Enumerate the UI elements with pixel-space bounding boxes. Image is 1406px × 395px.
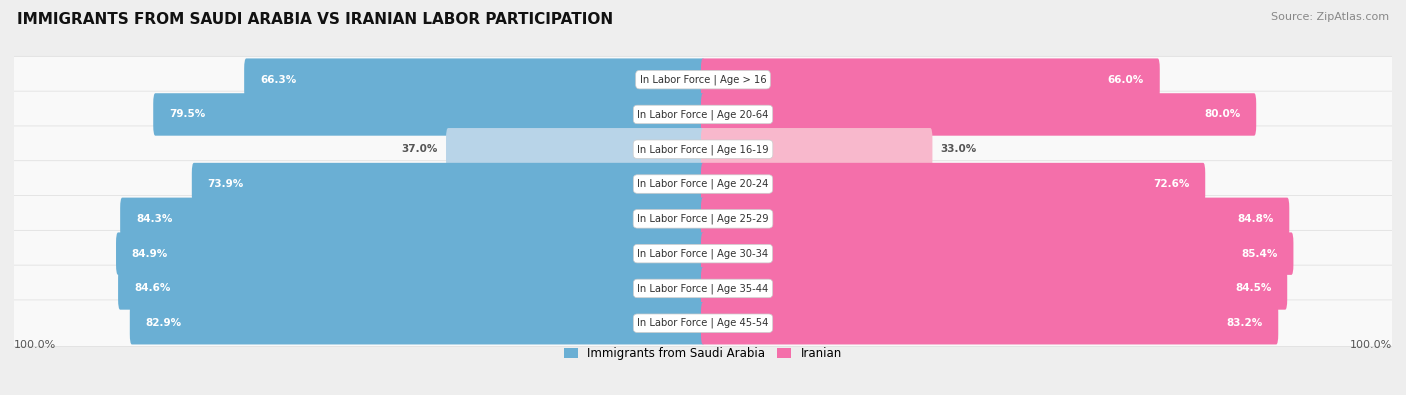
Text: 80.0%: 80.0% — [1204, 109, 1240, 119]
Text: In Labor Force | Age 45-54: In Labor Force | Age 45-54 — [637, 318, 769, 329]
FancyBboxPatch shape — [153, 93, 704, 136]
FancyBboxPatch shape — [702, 58, 1160, 101]
FancyBboxPatch shape — [120, 198, 704, 240]
Text: In Labor Force | Age 16-19: In Labor Force | Age 16-19 — [637, 144, 769, 154]
FancyBboxPatch shape — [118, 267, 704, 310]
Text: 73.9%: 73.9% — [208, 179, 243, 189]
FancyBboxPatch shape — [13, 265, 1393, 312]
Text: 79.5%: 79.5% — [169, 109, 205, 119]
FancyBboxPatch shape — [13, 300, 1393, 346]
Text: In Labor Force | Age > 16: In Labor Force | Age > 16 — [640, 74, 766, 85]
FancyBboxPatch shape — [13, 161, 1393, 207]
Text: 83.2%: 83.2% — [1226, 318, 1263, 328]
Text: In Labor Force | Age 20-64: In Labor Force | Age 20-64 — [637, 109, 769, 120]
FancyBboxPatch shape — [702, 302, 1278, 344]
FancyBboxPatch shape — [446, 128, 704, 171]
Text: 33.0%: 33.0% — [941, 144, 977, 154]
Text: 72.6%: 72.6% — [1153, 179, 1189, 189]
Legend: Immigrants from Saudi Arabia, Iranian: Immigrants from Saudi Arabia, Iranian — [560, 342, 846, 365]
FancyBboxPatch shape — [702, 232, 1294, 275]
Text: 100.0%: 100.0% — [14, 340, 56, 350]
Text: In Labor Force | Age 25-29: In Labor Force | Age 25-29 — [637, 214, 769, 224]
FancyBboxPatch shape — [245, 58, 704, 101]
FancyBboxPatch shape — [117, 232, 704, 275]
Text: 66.3%: 66.3% — [260, 75, 297, 85]
FancyBboxPatch shape — [13, 56, 1393, 103]
Text: 84.6%: 84.6% — [134, 284, 170, 293]
Text: 37.0%: 37.0% — [401, 144, 437, 154]
FancyBboxPatch shape — [702, 198, 1289, 240]
FancyBboxPatch shape — [13, 196, 1393, 242]
FancyBboxPatch shape — [702, 128, 932, 171]
FancyBboxPatch shape — [702, 267, 1288, 310]
Text: In Labor Force | Age 35-44: In Labor Force | Age 35-44 — [637, 283, 769, 294]
Text: In Labor Force | Age 20-24: In Labor Force | Age 20-24 — [637, 179, 769, 189]
Text: 66.0%: 66.0% — [1108, 75, 1144, 85]
FancyBboxPatch shape — [13, 91, 1393, 138]
FancyBboxPatch shape — [702, 163, 1205, 205]
Text: 84.9%: 84.9% — [132, 248, 169, 259]
Text: 84.8%: 84.8% — [1237, 214, 1274, 224]
Text: In Labor Force | Age 30-34: In Labor Force | Age 30-34 — [637, 248, 769, 259]
Text: 84.5%: 84.5% — [1234, 284, 1271, 293]
Text: 82.9%: 82.9% — [146, 318, 181, 328]
FancyBboxPatch shape — [702, 93, 1256, 136]
Text: IMMIGRANTS FROM SAUDI ARABIA VS IRANIAN LABOR PARTICIPATION: IMMIGRANTS FROM SAUDI ARABIA VS IRANIAN … — [17, 12, 613, 27]
Text: 85.4%: 85.4% — [1241, 248, 1278, 259]
Text: 84.3%: 84.3% — [136, 214, 173, 224]
Text: Source: ZipAtlas.com: Source: ZipAtlas.com — [1271, 12, 1389, 22]
Text: 100.0%: 100.0% — [1350, 340, 1392, 350]
FancyBboxPatch shape — [129, 302, 704, 344]
FancyBboxPatch shape — [13, 126, 1393, 173]
FancyBboxPatch shape — [191, 163, 704, 205]
FancyBboxPatch shape — [13, 230, 1393, 277]
